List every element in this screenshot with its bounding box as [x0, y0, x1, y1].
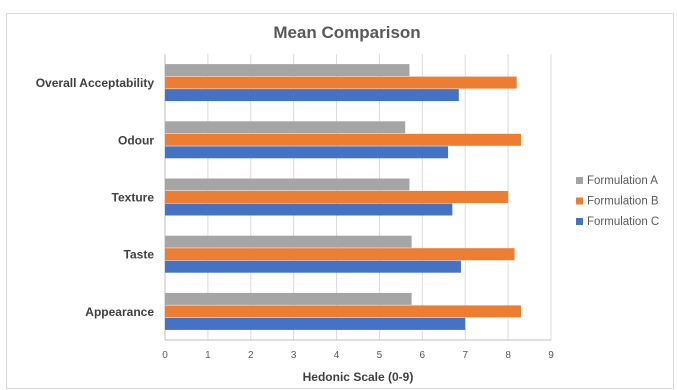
category-label: Odour [118, 133, 154, 147]
x-tick-label: 4 [334, 350, 340, 361]
x-tick-label: 9 [548, 350, 554, 361]
category-label: Overall Acceptability [36, 76, 155, 90]
bar-formulation-c [165, 146, 449, 159]
bar-formulation-a [165, 235, 412, 248]
bar-formulation-b [165, 76, 517, 89]
category-labels: Overall Acceptability Odour Texture Taste Ap… [36, 76, 155, 319]
x-axis-title: Hedonic Scale (0-9) [303, 370, 414, 384]
chart-title: Mean Comparison [273, 23, 420, 42]
x-tick-label: 3 [291, 350, 297, 361]
legend-swatch [576, 177, 583, 184]
x-tick-label: 1 [205, 350, 211, 361]
bar-formulation-c [165, 89, 459, 102]
bars [165, 64, 521, 330]
bar-formulation-b [165, 133, 521, 146]
legend-label: Formulation C [587, 216, 659, 228]
bar-formulation-a [165, 121, 406, 134]
legend-swatch [576, 197, 583, 205]
category-label: Appearance [85, 305, 154, 319]
bar-formulation-a [165, 64, 410, 77]
bar-formulation-c [165, 260, 461, 273]
grid-lines [164, 54, 552, 341]
x-tick-labels: 0 1 2 3 4 5 6 7 8 9 [162, 350, 554, 361]
bar-formulation-b [165, 305, 521, 318]
bar-formulation-a [165, 178, 410, 191]
bar-formulation-b [165, 248, 515, 261]
x-tick-label: 5 [377, 350, 383, 361]
x-tick-label: 8 [505, 350, 511, 361]
legend-swatch [576, 218, 583, 225]
bar-formulation-c [165, 203, 453, 216]
legend: Formulation A Formulation B Formulation C [576, 175, 659, 228]
category-label: Taste [124, 248, 155, 262]
category-label: Texture [112, 191, 155, 205]
bar-formulation-c [165, 317, 466, 330]
x-tick-label: 7 [462, 350, 468, 361]
legend-label: Formulation B [587, 196, 659, 208]
x-tick-label: 2 [248, 350, 254, 361]
legend-label: Formulation A [587, 175, 658, 187]
x-tick-label: 0 [162, 350, 168, 361]
bar-formulation-b [165, 191, 509, 203]
bar-formulation-a [165, 292, 412, 305]
x-tick-label: 6 [420, 350, 426, 361]
